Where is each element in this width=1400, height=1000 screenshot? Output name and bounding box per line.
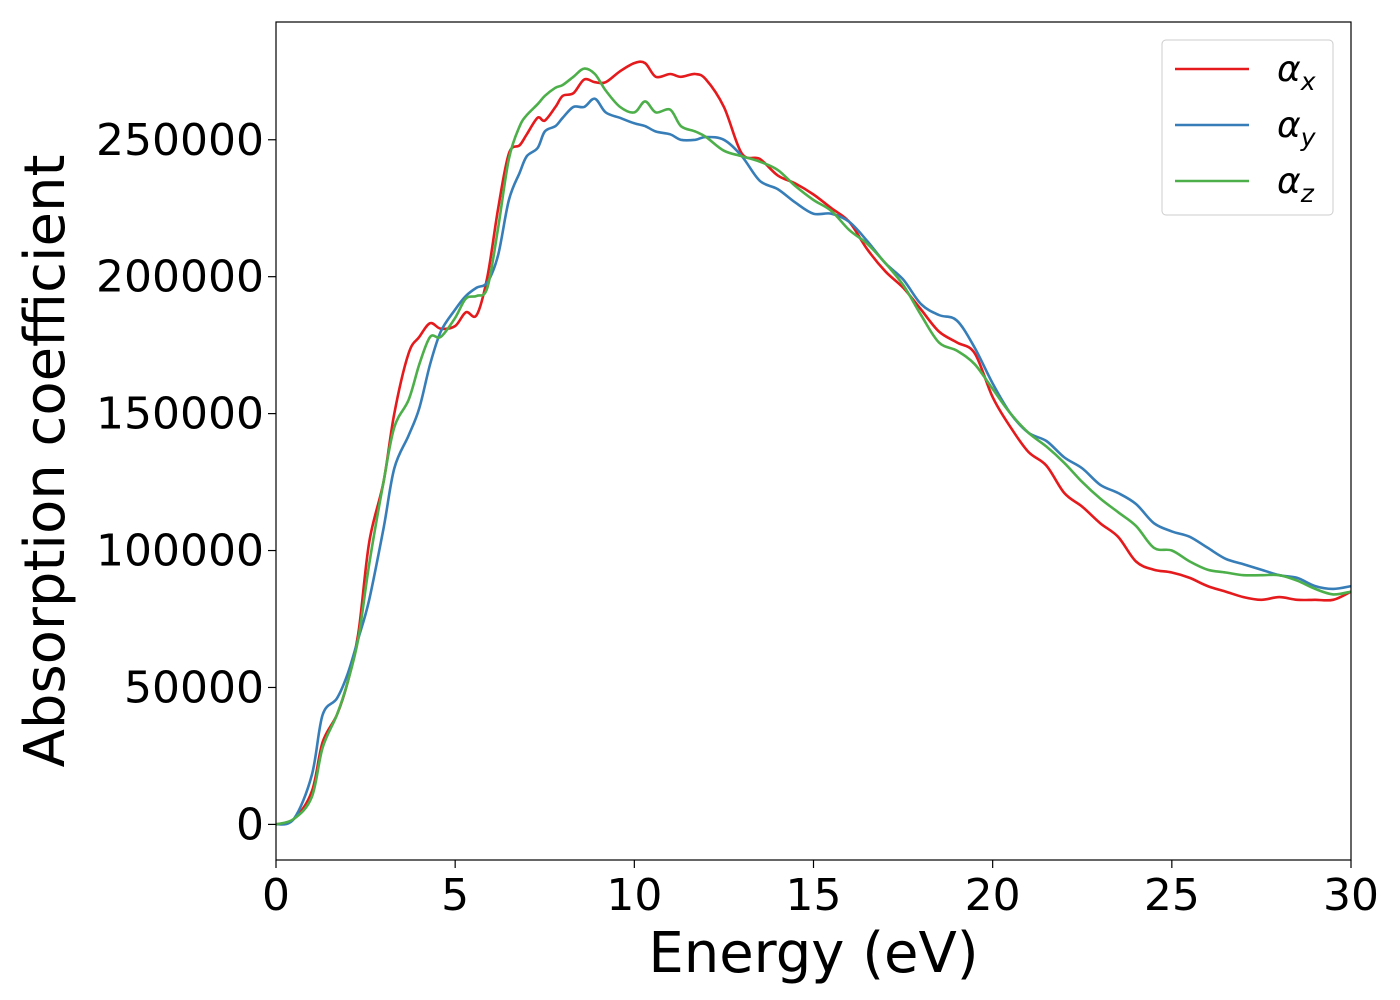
x-tick-label: 5: [441, 870, 469, 921]
legend-label-z: αz: [1277, 161, 1315, 208]
x-tick-label: 10: [606, 870, 662, 921]
legend: αx αy αz: [1161, 39, 1334, 216]
y-tick-label: 200000: [96, 252, 264, 303]
x-tick-label: 20: [965, 870, 1021, 921]
series-line-y: [275, 97, 1352, 826]
x-tick-label: 15: [786, 870, 842, 921]
legend-box: [1161, 39, 1334, 216]
x-tick-label: 25: [1144, 870, 1200, 921]
y-tick-label: 150000: [96, 389, 264, 440]
x-tick-label: 0: [262, 870, 290, 921]
x-axis-label: Energy (eV): [648, 921, 978, 986]
legend-label-y: αy: [1277, 105, 1317, 152]
y-axis-label: Absorption coefficient: [13, 155, 78, 768]
x-tick-label: 30: [1323, 870, 1379, 921]
y-tick-label: 50000: [124, 662, 264, 713]
series-layer: [275, 60, 1352, 826]
y-axis-ticks: 0 50000 100000 150000 200000 250000: [96, 115, 276, 850]
legend-label-x: αx: [1277, 49, 1316, 96]
y-tick-label: 250000: [96, 115, 264, 166]
y-tick-label: 100000: [96, 526, 264, 577]
x-axis-ticks: 0 5 10 15 20 25 30: [262, 860, 1379, 921]
y-tick-label: 0: [236, 799, 264, 850]
series-line-x: [275, 60, 1352, 826]
series-line-z: [275, 67, 1352, 826]
